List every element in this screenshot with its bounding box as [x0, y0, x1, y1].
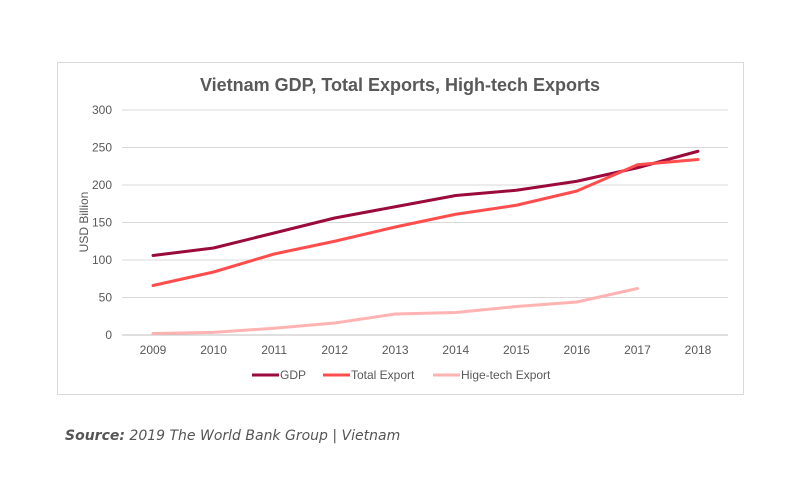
- series-line-gdp: [151, 149, 700, 257]
- y-tick-label: 100: [92, 253, 112, 267]
- y-axis-label: USD Billion: [77, 192, 91, 253]
- x-tick-label: 2018: [685, 343, 712, 357]
- series-line-total-export: [151, 158, 700, 287]
- chart-title: Vietnam GDP, Total Exports, High-tech Ex…: [200, 75, 600, 95]
- series-line-hige-tech-export: [151, 287, 639, 335]
- x-tick-label: 2010: [200, 343, 227, 357]
- y-tick-label: 300: [92, 103, 112, 117]
- chart-frame: [57, 62, 744, 395]
- source-text: 2019 The World Bank Group | Vietnam: [129, 428, 401, 444]
- x-tick-label: 2017: [624, 343, 651, 357]
- y-tick-label: 50: [99, 291, 113, 305]
- source-label: Source:: [65, 428, 125, 444]
- x-tick-label: 2013: [382, 343, 409, 357]
- legend-label: GDP: [280, 368, 306, 382]
- x-tick-label: 2012: [321, 343, 348, 357]
- x-tick-label: 2016: [564, 343, 591, 357]
- x-tick-label: 2015: [503, 343, 530, 357]
- y-tick-label: 200: [92, 178, 112, 192]
- x-tick-label: 2011: [261, 343, 287, 357]
- line-chart: Vietnam GDP, Total Exports, High-tech Ex…: [57, 62, 744, 395]
- x-tick-label: 2009: [140, 343, 167, 357]
- source-note: Source: 2019 The World Bank Group | Viet…: [65, 428, 400, 444]
- y-tick-label: 150: [92, 216, 112, 230]
- y-tick-label: 0: [105, 328, 112, 342]
- legend-label: Hige-tech Export: [461, 368, 551, 382]
- x-tick-label: 2014: [442, 343, 469, 357]
- y-tick-label: 250: [92, 141, 112, 155]
- legend-label: Total Export: [351, 368, 415, 382]
